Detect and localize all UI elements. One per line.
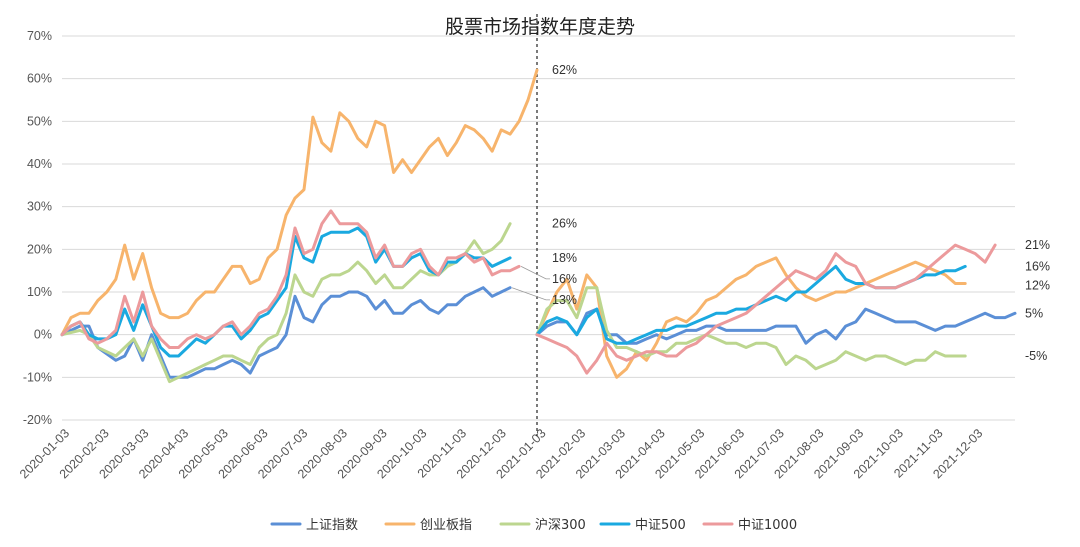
y-tick-label: 40% [27,157,52,171]
grid-lines [62,35,1015,421]
y-tick-label: -10% [23,370,52,384]
series-line-2021-4 [535,243,997,375]
series-line-2020-2 [60,222,512,384]
legend: 上证指数 创业板指 沪深300 中证500 中证1000 [270,517,797,533]
end-value-label: 5% [1025,306,1043,320]
y-tick-label: 0% [34,328,52,342]
y-tick-label: -20% [23,413,52,427]
end-value-label: 21% [1025,238,1050,252]
legend-item: 沪深300 [499,517,586,533]
series-line-2021-0 [535,307,1017,345]
chart-title: 股票市场指数年度走势 [445,16,635,38]
end-value-label: 13% [552,293,577,307]
end-label-leader [520,266,550,280]
y-tick-label: 60% [27,72,52,86]
end-label-leader [511,287,550,301]
y-tick-label: 50% [27,114,52,128]
end-value-label: 16% [1025,259,1050,273]
y-axis: 70% 60% 50% 40% 30% 20% 10% 0% -10% -20% [23,29,52,427]
legend-item: 中证500 [599,518,686,533]
end-value-label: 18% [552,251,577,265]
legend-label: 沪深300 [535,517,586,533]
y-tick-label: 10% [27,285,52,299]
series-line-2020-0 [60,286,512,379]
series-line-2020-4 [60,209,521,349]
end-value-label: -5% [1025,349,1047,363]
legend-label: 创业板指 [420,518,472,533]
series-line-2021-2 [535,286,967,371]
y-tick-label: 70% [27,29,52,43]
series-line-2021-1 [535,256,967,379]
legend-item: 上证指数 [270,518,358,533]
legend-item: 中证1000 [702,518,797,533]
x-axis: 2020-01-032020-02-032020-03-032020-04-03… [17,426,985,481]
series-lines [60,68,1017,384]
end-value-label: 62% [552,63,577,77]
end-value-label: 26% [552,217,577,231]
legend-label: 上证指数 [306,518,358,533]
end-value-labels: 62% 26% 18% 16% 13% 21% 16% 12% 5% -5% [511,63,1050,363]
end-value-label: 16% [552,272,577,286]
y-tick-label: 30% [27,200,52,214]
legend-label: 中证1000 [738,518,797,533]
legend-label: 中证500 [635,518,686,533]
y-tick-label: 20% [27,242,52,256]
end-value-label: 12% [1025,278,1050,292]
series-line-2020-1 [60,68,539,337]
legend-item: 创业板指 [384,518,472,533]
